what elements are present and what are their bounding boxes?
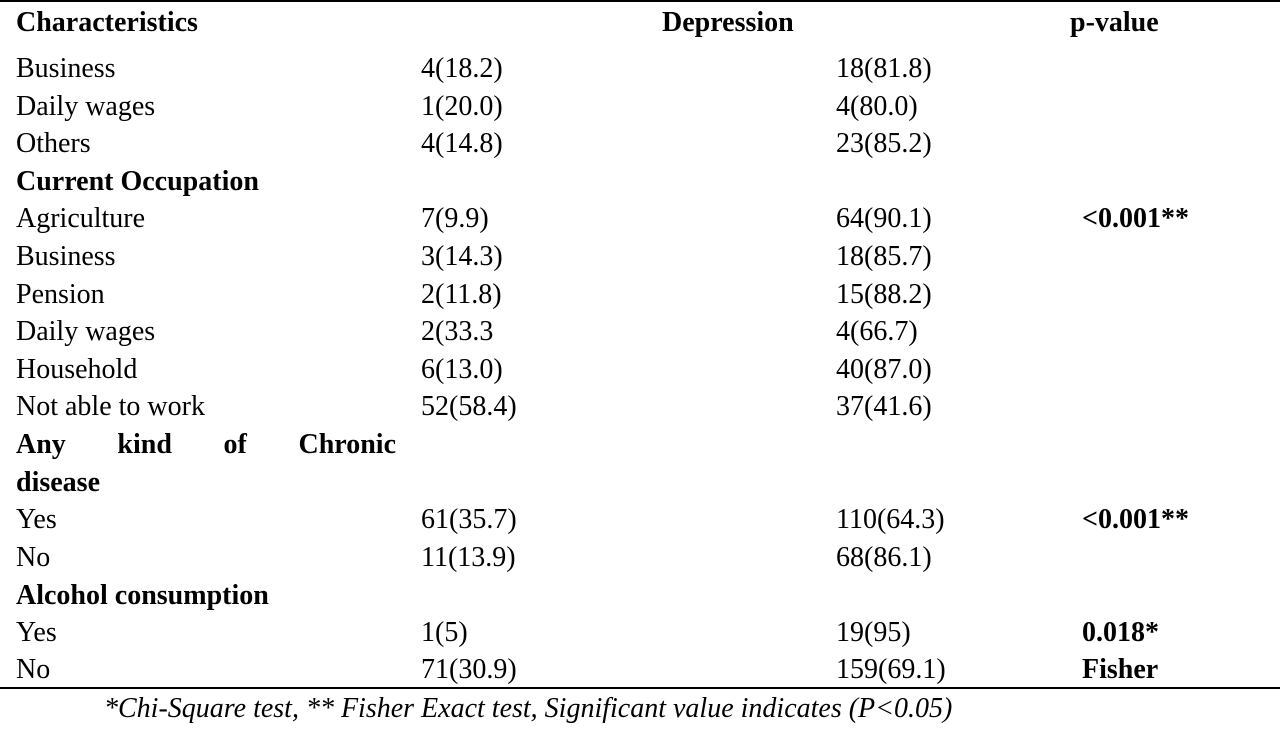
- row-label: No: [16, 654, 51, 685]
- row-label: Not able to work: [16, 391, 205, 422]
- row-label: Business: [16, 53, 116, 84]
- row-label: Yes: [16, 504, 57, 535]
- header-pvalue: p-value: [1070, 7, 1159, 38]
- row-value-2: 19(95): [836, 617, 911, 648]
- header-characteristics: Characteristics: [16, 7, 198, 38]
- row-label: Yes: [16, 617, 57, 648]
- row-value-1: 4(14.8): [421, 128, 503, 159]
- table-row: Daily wages 1(20.0) 4(80.0): [0, 88, 1280, 126]
- row-value-1: 7(9.9): [421, 203, 489, 234]
- table-row: Business 3(14.3) 18(85.7): [0, 238, 1280, 276]
- table-row: Not able to work 52(58.4) 37(41.6): [0, 388, 1280, 426]
- row-value-2: 4(66.7): [836, 316, 918, 347]
- row-pvalue: <0.001**: [1082, 203, 1189, 234]
- row-value-2: 18(85.7): [836, 241, 932, 272]
- row-label: Business: [16, 241, 116, 272]
- table-row: No 11(13.9) 68(86.1): [0, 539, 1280, 577]
- row-value-2: 18(81.8): [836, 53, 932, 84]
- row-label: Agriculture: [16, 203, 146, 234]
- row-value-2: 40(87.0): [836, 354, 932, 385]
- table-bottom-rule: [0, 687, 1280, 689]
- section-title-line-1: Any kind of Chronic: [16, 429, 396, 460]
- row-value-2: 4(80.0): [836, 91, 918, 122]
- row-value-2: 37(41.6): [836, 391, 932, 422]
- row-value-1: 2(33.3: [421, 316, 494, 347]
- row-value-2: 110(64.3): [836, 504, 945, 535]
- table-row: Yes 61(35.7) 110(64.3) <0.001**: [0, 501, 1280, 539]
- section-title: Any kind of Chronic disease: [16, 426, 396, 502]
- table-row: No 71(30.9) 159(69.1) Fisher: [0, 651, 1280, 689]
- table-top-rule: [0, 0, 1280, 2]
- row-value-1: 2(11.8): [421, 279, 502, 310]
- row-pvalue: <0.001**: [1082, 504, 1189, 535]
- section-chronic-disease: Any kind of Chronic disease: [0, 426, 1280, 502]
- section-current-occupation: Current Occupation: [0, 163, 1280, 201]
- row-value-1: 71(30.9): [421, 654, 517, 685]
- section-title-line-2: disease: [16, 467, 100, 498]
- table-row: Business 4(18.2) 18(81.8): [0, 50, 1280, 88]
- row-label: Daily wages: [16, 91, 156, 122]
- row-value-2: 64(90.1): [836, 203, 932, 234]
- table-row: Yes 1(5) 19(95) 0.018*: [0, 614, 1280, 652]
- section-alcohol-consumption: Alcohol consumption: [0, 577, 1280, 615]
- row-value-1: 61(35.7): [421, 504, 517, 535]
- row-value-1: 1(20.0): [421, 91, 503, 122]
- row-value-2: 68(86.1): [836, 542, 932, 573]
- row-label: Others: [16, 128, 91, 159]
- row-pvalue: 0.018*: [1082, 617, 1159, 648]
- row-label: Pension: [16, 279, 105, 310]
- row-value-1: 52(58.4): [421, 391, 517, 422]
- table-header: Characteristics Depression p-value: [0, 4, 1280, 42]
- row-value-1: 1(5): [421, 617, 468, 648]
- table-footnote: *Chi-Square test, ** Fisher Exact test, …: [104, 693, 953, 724]
- row-value-2: 159(69.1): [836, 654, 946, 685]
- section-title: Current Occupation: [16, 166, 259, 197]
- table-row: Agriculture 7(9.9) 64(90.1) <0.001**: [0, 200, 1280, 238]
- table-row: Pension 2(11.8) 15(88.2): [0, 276, 1280, 314]
- row-pvalue: Fisher: [1082, 654, 1159, 685]
- row-value-1: 4(18.2): [421, 53, 503, 84]
- row-value-2: 23(85.2): [836, 128, 932, 159]
- row-value-1: 3(14.3): [421, 241, 503, 272]
- table-row: Others 4(14.8) 23(85.2): [0, 125, 1280, 163]
- row-value-2: 15(88.2): [836, 279, 932, 310]
- header-depression: Depression: [662, 7, 794, 38]
- row-label: Daily wages: [16, 316, 156, 347]
- row-label: Household: [16, 354, 138, 385]
- table-row: Household 6(13.0) 40(87.0): [0, 351, 1280, 389]
- table-row: Daily wages 2(33.3 4(66.7): [0, 313, 1280, 351]
- row-value-1: 11(13.9): [421, 542, 516, 573]
- row-value-1: 6(13.0): [421, 354, 503, 385]
- section-title: Alcohol consumption: [16, 580, 269, 611]
- row-label: No: [16, 542, 51, 573]
